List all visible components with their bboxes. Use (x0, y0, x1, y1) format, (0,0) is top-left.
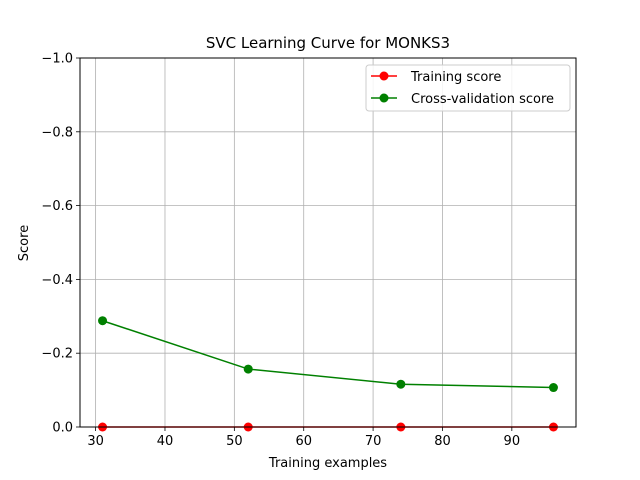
x-tick-label: 50 (226, 434, 243, 449)
x-tick-label: 90 (504, 434, 521, 449)
y-tick-label: −1.0 (41, 52, 73, 67)
y-tick-label: −0.2 (41, 347, 73, 362)
data-point-cross-validation-score (396, 379, 406, 389)
x-tick-label: 60 (295, 434, 312, 449)
y-tick-label: −0.6 (41, 199, 73, 214)
x-tick-label: 80 (434, 434, 451, 449)
data-point-cross-validation-score (243, 364, 253, 374)
chart-title: SVC Learning Curve for MONKS3 (206, 34, 450, 52)
series-line-cross-validation-score (102, 320, 554, 389)
legend-box (365, 64, 571, 112)
y-tick-label: −0.4 (41, 273, 73, 288)
y-axis-label: Score (17, 225, 32, 261)
legend-label-cross-validation: Cross-validation score (411, 92, 554, 107)
legend-marker-training (379, 71, 389, 81)
legend-label-training: Training score (410, 70, 501, 85)
y-tick-label: 0.0 (52, 421, 73, 436)
legend: Training score Cross-validation score (365, 64, 571, 112)
x-tick-label: 40 (157, 434, 174, 449)
x-tick-label: 70 (365, 434, 382, 449)
x-tick-label: 30 (87, 434, 104, 449)
plot-frame (79, 57, 577, 428)
y-tick-label: −0.8 (41, 125, 73, 140)
data-point-cross-validation-score (548, 383, 558, 393)
axis-ticks: 30 40 50 60 70 80 90 −1.0 −0.8 −0.6 −0.4 −0.2 0.0 (41, 52, 520, 450)
legend-marker-cross-validation (379, 93, 389, 103)
data-point-cross-validation-score (98, 316, 108, 326)
x-axis-label: Training examples (268, 456, 387, 471)
